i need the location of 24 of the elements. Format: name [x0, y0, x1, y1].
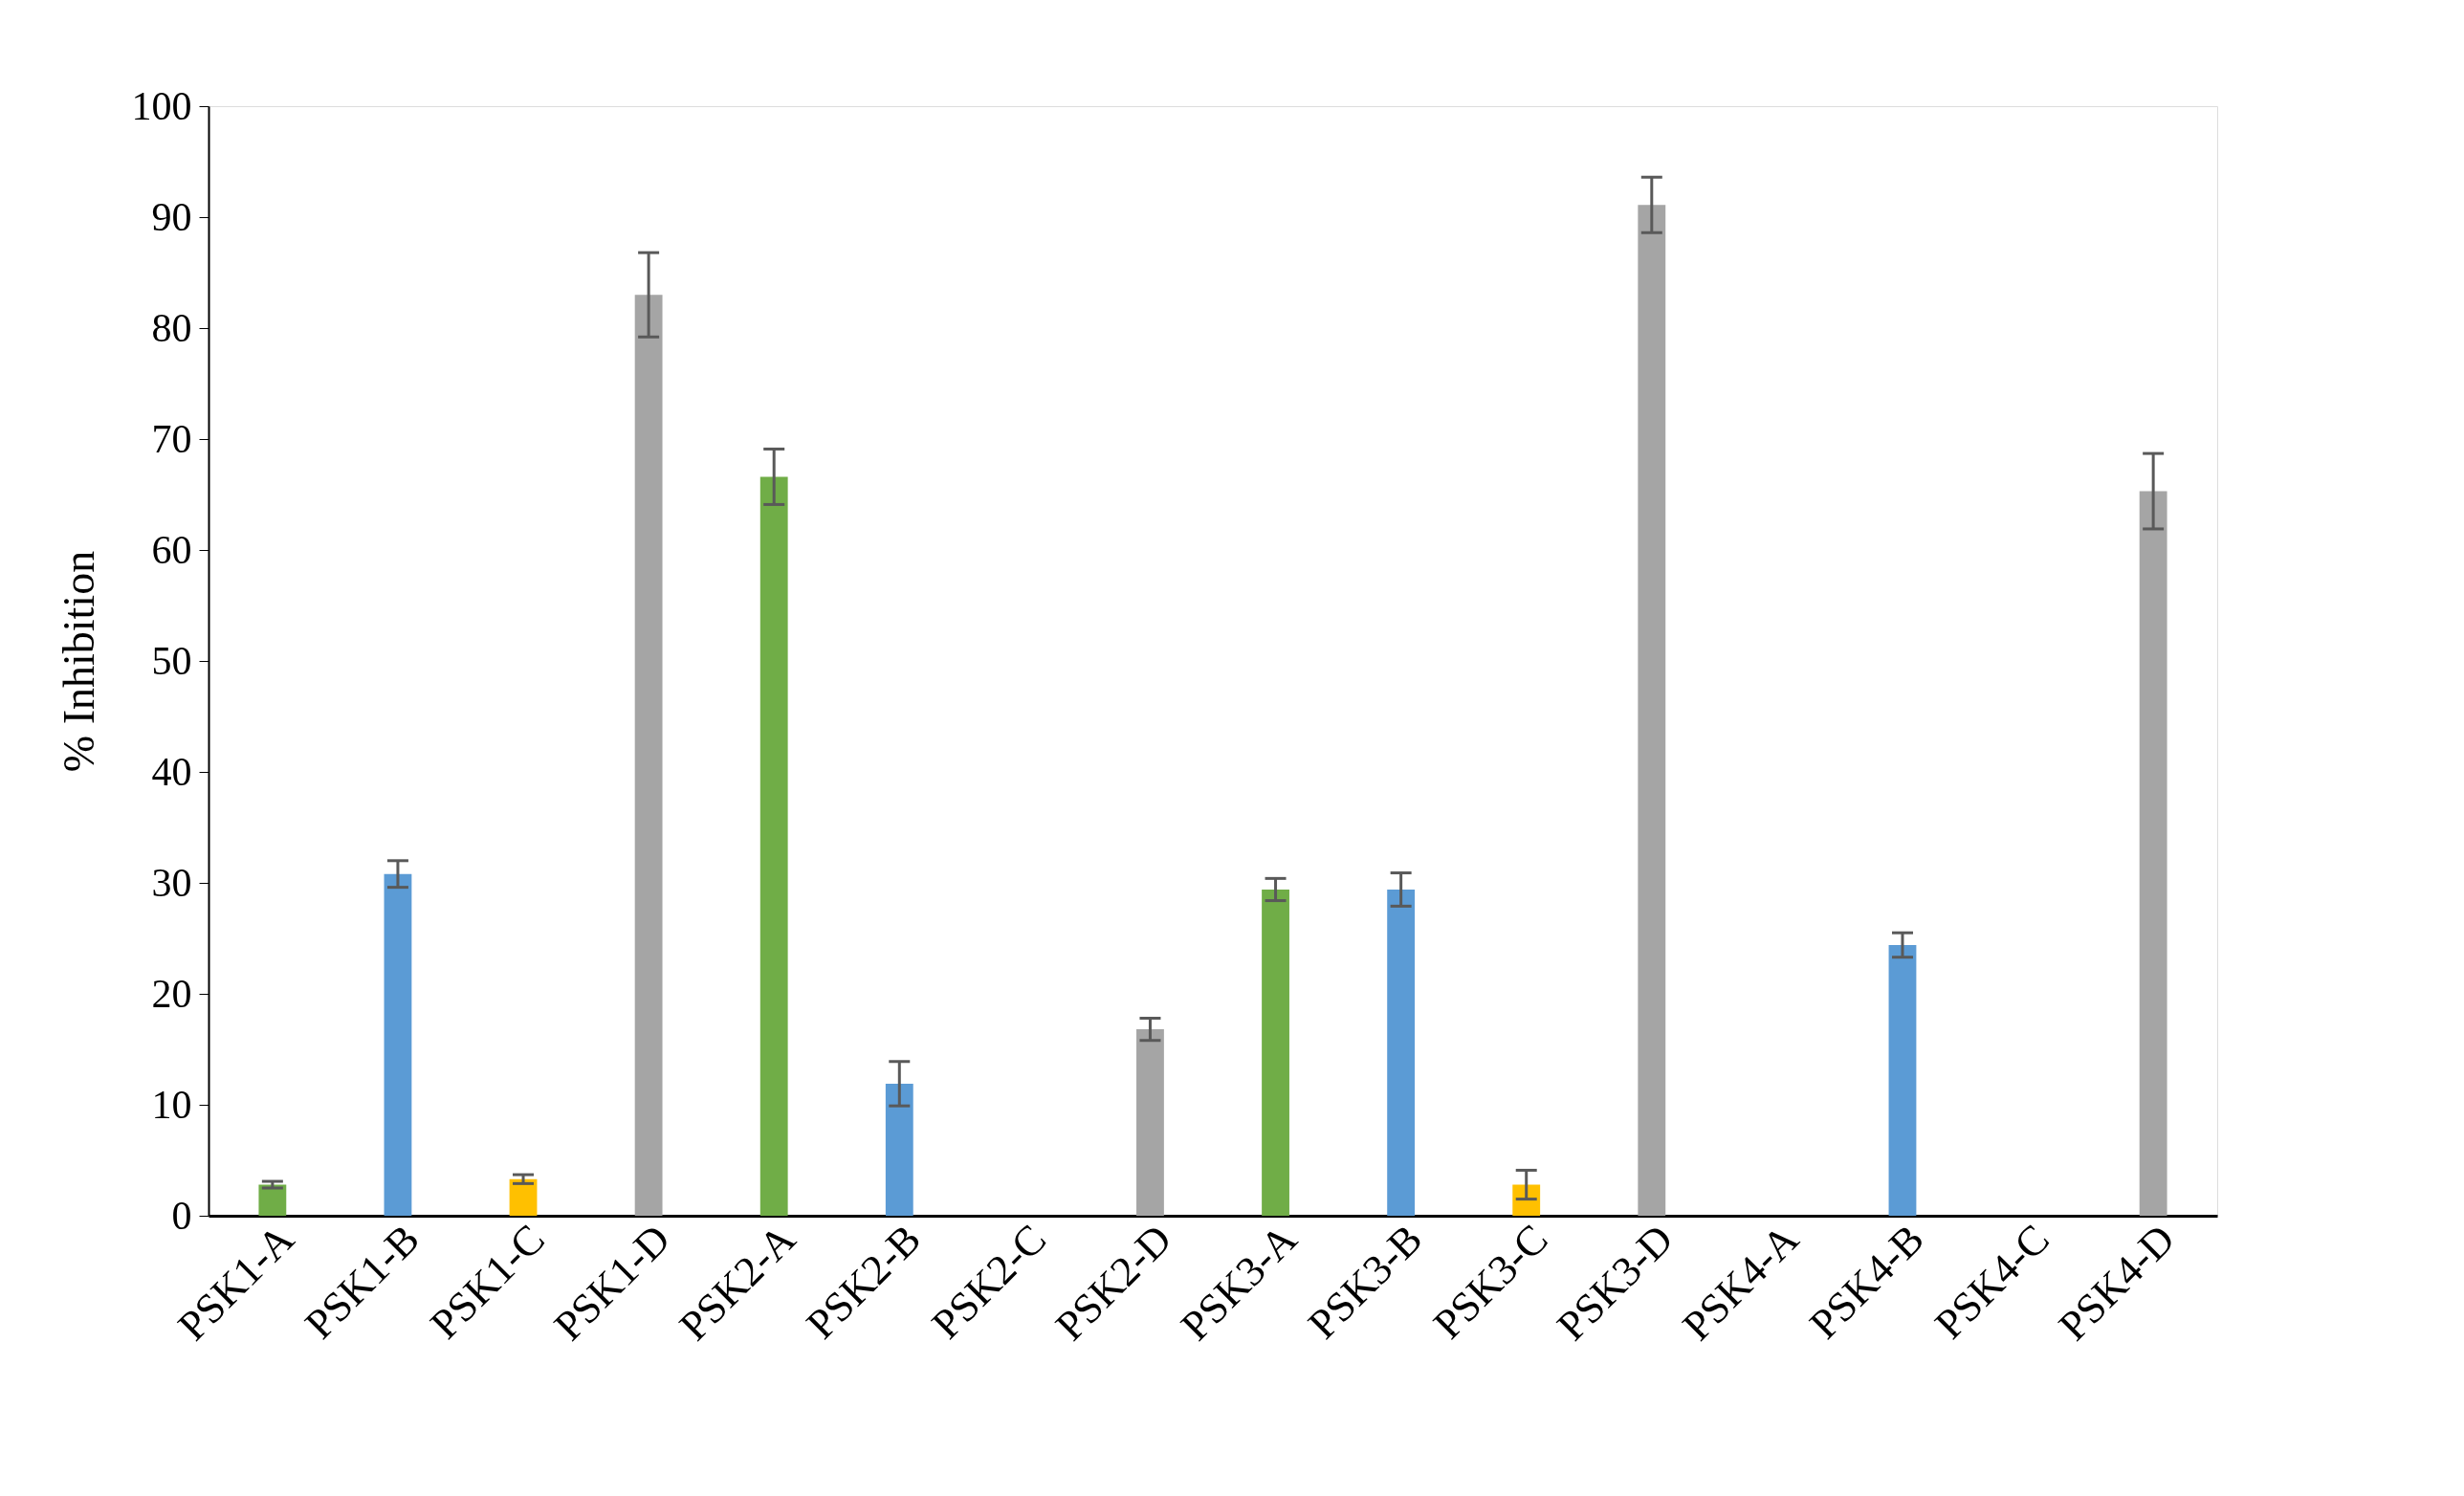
bar: [258, 1184, 287, 1216]
y-tick-label: 70: [151, 416, 192, 461]
y-tick-label: 30: [151, 860, 192, 905]
y-tick-label: 100: [131, 83, 192, 128]
y-tick-label: 60: [151, 527, 192, 572]
bar: [1638, 205, 1666, 1216]
y-tick-label: 20: [151, 971, 192, 1016]
bar: [1888, 944, 1917, 1216]
bar: [509, 1178, 538, 1216]
bar: [2139, 491, 2167, 1216]
y-tick-label: 80: [151, 305, 192, 350]
bar: [1136, 1029, 1164, 1216]
y-tick-label: 0: [171, 1193, 192, 1238]
bar: [634, 295, 663, 1216]
y-tick-label: 90: [151, 194, 192, 239]
y-tick-label: 10: [151, 1082, 192, 1127]
bar: [885, 1083, 913, 1216]
bar: [384, 873, 412, 1216]
y-tick-label: 40: [151, 749, 192, 794]
bar: [1262, 889, 1289, 1216]
bar: [759, 476, 788, 1216]
y-tick-label: 50: [151, 638, 192, 683]
bar: [1387, 889, 1416, 1216]
y-axis-title: % Inhibition: [54, 550, 103, 773]
